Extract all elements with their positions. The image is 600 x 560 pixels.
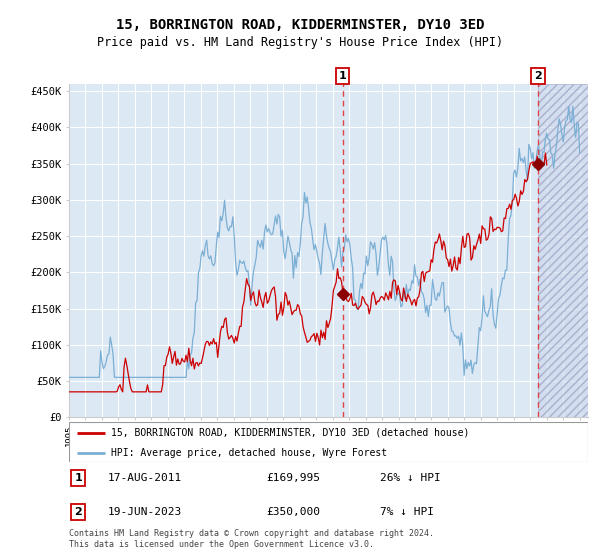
Text: Contains HM Land Registry data © Crown copyright and database right 2024.
This d: Contains HM Land Registry data © Crown c… <box>69 529 434 549</box>
FancyBboxPatch shape <box>69 422 588 462</box>
Bar <box>538 84 588 417</box>
Text: HPI: Average price, detached house, Wyre Forest: HPI: Average price, detached house, Wyre… <box>110 448 386 458</box>
Text: 19-JUN-2023: 19-JUN-2023 <box>108 507 182 517</box>
Text: 1: 1 <box>339 71 347 81</box>
Text: 2: 2 <box>74 507 82 517</box>
Text: 17-AUG-2011: 17-AUG-2011 <box>108 473 182 483</box>
Text: 1: 1 <box>74 473 82 483</box>
Text: 26% ↓ HPI: 26% ↓ HPI <box>380 473 441 483</box>
Text: £169,995: £169,995 <box>266 473 320 483</box>
Text: £350,000: £350,000 <box>266 507 320 517</box>
Bar <box>538 84 588 417</box>
Text: Price paid vs. HM Land Registry's House Price Index (HPI): Price paid vs. HM Land Registry's House … <box>97 36 503 49</box>
Text: 15, BORRINGTON ROAD, KIDDERMINSTER, DY10 3ED (detached house): 15, BORRINGTON ROAD, KIDDERMINSTER, DY10… <box>110 428 469 438</box>
Text: 2: 2 <box>534 71 542 81</box>
Text: 15, BORRINGTON ROAD, KIDDERMINSTER, DY10 3ED: 15, BORRINGTON ROAD, KIDDERMINSTER, DY10… <box>116 18 484 32</box>
Text: 7% ↓ HPI: 7% ↓ HPI <box>380 507 434 517</box>
